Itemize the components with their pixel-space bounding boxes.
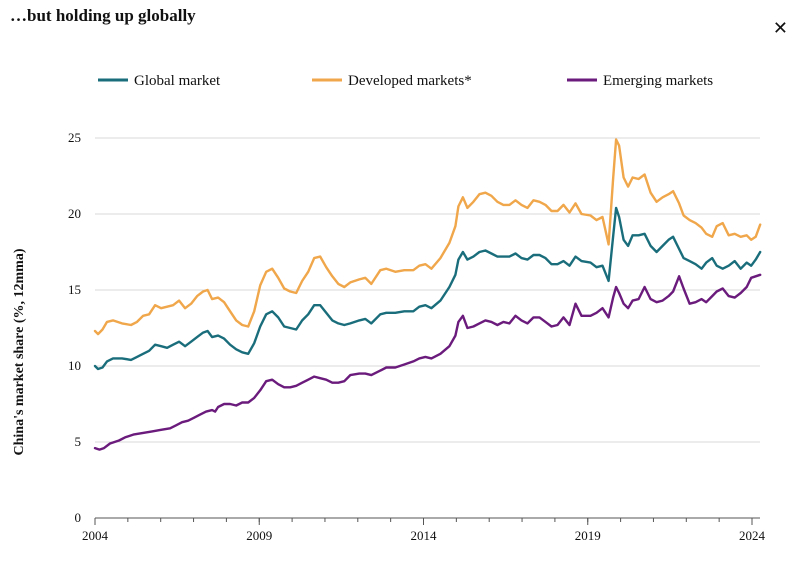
x-tick-label: 2004 (82, 528, 109, 543)
series-line-1 (93, 206, 762, 371)
series-line-3 (93, 273, 762, 451)
legend-item-3: Emerging markets (567, 73, 713, 89)
chart-title: …but holding up globally (10, 6, 196, 25)
x-tick-label: 2014 (411, 528, 438, 543)
legend-item-2: Developed markets* (312, 73, 472, 89)
y-tick-label: 0 (75, 510, 82, 525)
y-tick-label: 20 (68, 206, 81, 221)
y-tick-label: 5 (75, 434, 82, 449)
grid-lines (95, 137, 760, 443)
y-tick-label: 15 (68, 282, 81, 297)
x-tick-label: 2009 (246, 528, 272, 543)
series-line-2 (93, 138, 762, 336)
series-lines (93, 138, 762, 451)
legend-label: Developed markets* (348, 73, 472, 89)
x-tick-label: 2019 (575, 528, 601, 543)
close-icon[interactable]: ✕ (772, 18, 788, 39)
y-axis-label: China's market share (%, 12mma) (12, 248, 27, 455)
legend-label: Emerging markets (603, 73, 713, 89)
legend-label: Global market (134, 73, 221, 89)
legend-item-1: Global market (98, 73, 221, 89)
axes: 0 5 10 15 20 25 2004 2009 2014 2019 2024 (68, 130, 766, 543)
x-tick-label: 2024 (739, 528, 766, 543)
y-tick-label: 25 (68, 130, 81, 145)
legend: Global market Developed markets* Emerging … (98, 73, 713, 89)
y-tick-label: 10 (68, 358, 81, 373)
